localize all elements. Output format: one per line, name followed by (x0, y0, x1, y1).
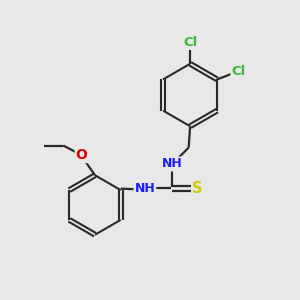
Text: O: O (76, 148, 88, 162)
Text: NH: NH (162, 158, 183, 170)
Text: Cl: Cl (183, 36, 197, 49)
Text: Cl: Cl (231, 65, 246, 79)
Text: NH: NH (135, 182, 155, 195)
Text: S: S (192, 181, 203, 196)
